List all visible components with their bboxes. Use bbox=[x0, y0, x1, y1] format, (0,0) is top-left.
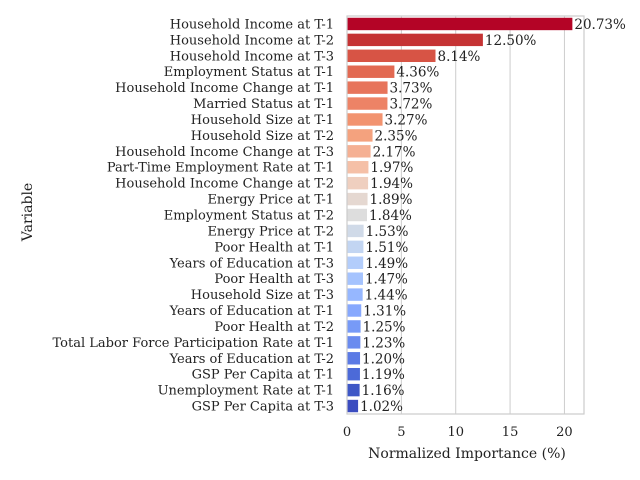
bar bbox=[347, 383, 360, 397]
value-label: 12.50% bbox=[485, 33, 537, 49]
value-label: 1.31% bbox=[363, 304, 406, 320]
value-label: 2.17% bbox=[373, 144, 416, 160]
value-label: 3.73% bbox=[390, 81, 433, 97]
value-label: 1.47% bbox=[365, 272, 408, 288]
value-label: 1.94% bbox=[370, 176, 413, 192]
bar bbox=[347, 81, 388, 94]
category-label: Household Size at T-3 bbox=[191, 288, 334, 303]
bar bbox=[347, 192, 368, 206]
category-label: Poor Health at T-1 bbox=[214, 240, 334, 255]
value-label: 1.51% bbox=[365, 240, 408, 256]
category-label: Household Size at T-1 bbox=[191, 113, 334, 128]
value-label: 1.44% bbox=[365, 288, 408, 304]
bar bbox=[347, 367, 360, 381]
bar bbox=[347, 240, 364, 254]
value-label: 1.89% bbox=[370, 192, 413, 208]
bar bbox=[347, 288, 363, 301]
value-label: 1.49% bbox=[365, 256, 408, 272]
value-label: 3.72% bbox=[389, 97, 432, 113]
category-label: Part-Time Employment Rate at T-1 bbox=[107, 161, 334, 176]
category-label: Household Income at T-2 bbox=[170, 33, 334, 48]
category-label: GSP Per Capita at T-3 bbox=[192, 400, 334, 415]
value-label: 4.36% bbox=[396, 65, 439, 81]
bar bbox=[347, 49, 436, 63]
value-label: 2.35% bbox=[375, 128, 418, 144]
bar bbox=[347, 399, 359, 413]
bar bbox=[347, 224, 364, 238]
bar bbox=[347, 145, 371, 158]
category-label: Married Status at T-1 bbox=[193, 97, 334, 112]
value-labels: 20.73% 12.50% 8.14%4.36%3.73%3.72%3.27%2.3… bbox=[360, 17, 626, 415]
bar bbox=[347, 336, 361, 349]
category-label: Years of Education at T-1 bbox=[169, 304, 334, 319]
value-label: 1.23% bbox=[362, 335, 405, 351]
x-axis-label: Normalized Importance (%) bbox=[368, 446, 566, 462]
category-label: Household Income at T-3 bbox=[170, 49, 334, 64]
bar bbox=[347, 304, 362, 317]
bar bbox=[347, 320, 361, 333]
bar bbox=[347, 65, 395, 78]
bars-group bbox=[347, 17, 573, 413]
value-label: 1.19% bbox=[362, 367, 405, 383]
plot-frame bbox=[346, 15, 585, 415]
bar bbox=[347, 176, 369, 190]
bar bbox=[347, 272, 363, 285]
y-axis-label: Variable bbox=[20, 183, 36, 242]
category-label: Household Income Change at T-1 bbox=[115, 81, 334, 96]
x-tick-label: 0 bbox=[343, 425, 351, 440]
value-label: 1.53% bbox=[366, 224, 409, 240]
x-tick-label: 5 bbox=[397, 425, 405, 440]
value-label: 3.27% bbox=[385, 112, 428, 128]
value-label: 1.25% bbox=[363, 319, 406, 335]
bar bbox=[347, 17, 573, 31]
category-label: GSP Per Capita at T-1 bbox=[192, 368, 334, 383]
bar bbox=[347, 129, 373, 142]
category-label: Household Income Change at T-2 bbox=[115, 177, 334, 192]
category-label: Total Labor Force Participation Rate at … bbox=[53, 336, 334, 351]
x-tick-labels: 0 5 10 15 20 bbox=[343, 425, 573, 440]
category-label: Poor Health at T-2 bbox=[214, 320, 334, 335]
value-label: 1.84% bbox=[369, 208, 412, 224]
bar bbox=[347, 33, 483, 47]
value-label: 1.02% bbox=[360, 399, 403, 415]
value-label: 1.16% bbox=[362, 383, 405, 399]
category-label: Poor Health at T-3 bbox=[214, 272, 334, 287]
x-tick-label: 20 bbox=[556, 425, 573, 440]
value-label: 1.97% bbox=[370, 160, 413, 176]
bar bbox=[347, 113, 383, 126]
category-label: Household Income at T-1 bbox=[170, 17, 334, 32]
category-label: Energy Price at T-1 bbox=[207, 193, 334, 208]
value-label: 8.14% bbox=[437, 49, 480, 65]
category-label: Years of Education at T-3 bbox=[169, 256, 334, 271]
category-label: Unemployment Rate at T-1 bbox=[158, 384, 334, 399]
bar bbox=[347, 352, 361, 365]
category-label: Household Size at T-2 bbox=[191, 129, 334, 144]
category-label: Employment Status at T-1 bbox=[164, 65, 334, 80]
bar bbox=[347, 208, 368, 222]
bar bbox=[347, 256, 364, 269]
category-label: Years of Education at T-2 bbox=[169, 352, 334, 367]
x-tick-label: 15 bbox=[502, 425, 519, 440]
value-label: 20.73% bbox=[574, 17, 626, 33]
value-label: 1.20% bbox=[362, 351, 405, 367]
category-label: Employment Status at T-2 bbox=[164, 209, 334, 224]
category-label: Household Income Change at T-3 bbox=[115, 145, 334, 160]
x-tick-label: 10 bbox=[447, 425, 464, 440]
bar bbox=[347, 97, 388, 110]
bar bbox=[347, 161, 369, 174]
category-label: Energy Price at T-2 bbox=[207, 224, 334, 239]
